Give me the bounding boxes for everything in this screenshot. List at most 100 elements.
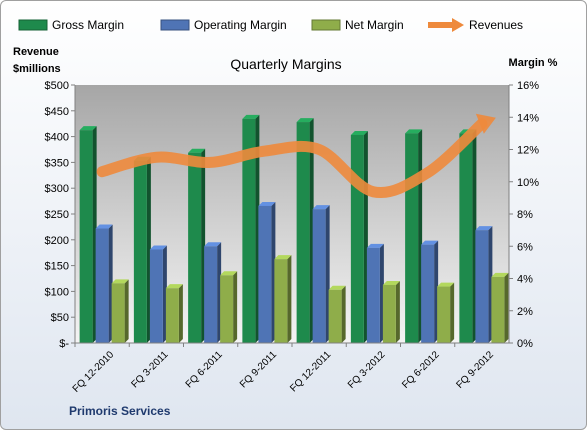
net-margin-bar: [382, 280, 400, 343]
x-axis-tick-label: FQ 3-2012: [346, 349, 388, 391]
gross-margin-bar: [459, 129, 477, 343]
net-margin-bar: [274, 255, 292, 343]
operating-margin-bar-top: [204, 242, 222, 247]
net-margin-bar-face: [328, 289, 342, 343]
right-axis-tick-label: 8%: [517, 209, 533, 221]
x-axis-tick-label: FQ 9-2012: [454, 349, 496, 391]
net-margin-bar: [491, 272, 509, 343]
operating-margin-bar-face: [95, 228, 109, 343]
x-axis-tick-label: FQ 6-2011: [184, 349, 225, 390]
gross-margin-bar: [188, 148, 206, 343]
operating-margin-bar: [258, 201, 276, 343]
legend-item-gross-margin: Gross Margin: [18, 18, 124, 32]
net-margin-bar-side: [341, 285, 346, 343]
net-margin-bar-side: [233, 271, 238, 343]
right-axis-tick-label: 10%: [517, 177, 539, 189]
operating-margin-bar-face: [258, 205, 272, 343]
operating-margin-bar-face: [475, 230, 489, 343]
right-axis-tick-label: 12%: [517, 145, 539, 157]
bars-layer: [79, 114, 509, 344]
operating-margin-bar-face: [421, 244, 435, 343]
right-axis-tick-label: 14%: [517, 112, 539, 124]
operating-margin-bar-face: [366, 247, 380, 343]
gross-margin-bar-top: [296, 118, 314, 123]
net-margin-bar: [165, 284, 183, 343]
chart-title: Quarterly Margins: [230, 56, 341, 72]
right-axis-tick-label: 16%: [517, 80, 539, 92]
right-axis-tick-label: 2%: [517, 306, 533, 318]
net-margin-bar-side: [450, 282, 455, 343]
net-margin-bar-top: [111, 279, 129, 284]
gross-margin-bar: [405, 129, 423, 343]
revenue-line-layer: [96, 113, 496, 199]
right-axis-tick-label: 6%: [517, 241, 533, 253]
gross-margin-bar-face: [405, 133, 419, 343]
operating-margin-bar: [204, 242, 222, 343]
left-axis-tick-label: $450: [45, 106, 69, 118]
net-margin-bar: [111, 279, 129, 343]
net-margin-bar: [220, 271, 238, 343]
left-axis-tick-label: $200: [45, 235, 69, 247]
revenues-line: [96, 118, 488, 199]
operating-margin-bar-face: [312, 209, 326, 343]
left-axis-tick-label: $500: [45, 80, 69, 92]
gross-margin-bar-face: [350, 134, 364, 343]
legend-swatch-net-margin: [311, 19, 341, 31]
legend-label-operating-margin: Operating Margin: [194, 18, 287, 32]
gross-margin-bar: [79, 126, 97, 344]
operating-margin-bar: [366, 243, 384, 343]
legend-label-gross-margin: Gross Margin: [52, 18, 124, 32]
legend-label-revenues: Revenues: [469, 18, 523, 32]
gross-margin-bar: [350, 130, 368, 343]
net-margin-bar-face: [437, 286, 451, 343]
x-axis-tick-label: FQ 3-2011: [129, 349, 170, 390]
operating-margin-bar: [95, 224, 113, 343]
net-margin-bar-face: [220, 275, 234, 343]
left-axis-tick-label: $300: [45, 183, 69, 195]
right-axis-tick-label: 4%: [517, 274, 533, 286]
net-margin-bar: [328, 285, 346, 343]
gross-margin-bar-top: [188, 148, 206, 153]
operating-margin-bar: [149, 245, 167, 343]
gross-margin-bar-face: [296, 122, 310, 344]
operating-margin-bar-face: [149, 249, 163, 343]
x-axis-tick-label: FQ 6-2012: [400, 349, 442, 391]
net-margin-bar-side: [124, 279, 129, 343]
net-margin-bar-face: [165, 288, 179, 343]
operating-margin-bar-top: [149, 245, 167, 250]
net-margin-bar-side: [287, 255, 292, 343]
net-margin-bar-side: [178, 284, 183, 343]
left-axis-tick-label: $250: [45, 209, 69, 221]
gross-margin-bar: [133, 156, 151, 343]
net-margin-bar-top: [491, 272, 509, 277]
operating-margin-bar-top: [312, 205, 330, 210]
net-margin-bar-top: [220, 271, 238, 276]
net-margin-bar-top: [274, 255, 292, 260]
operating-margin-bar: [312, 205, 330, 343]
legend-item-operating-margin: Operating Margin: [160, 18, 287, 32]
left-axis-tick-label: $100: [45, 286, 69, 298]
legend-arrow-revenues: [452, 18, 464, 32]
gross-margin-bar-top: [350, 130, 368, 135]
gross-margin-bar-face: [188, 152, 202, 343]
revenues-arrowhead: [475, 113, 496, 134]
net-margin-bar-top: [437, 282, 455, 287]
operating-margin-bar-top: [366, 243, 384, 248]
operating-margin-bar-face: [204, 246, 218, 343]
left-axis-tick-label: $-: [59, 338, 69, 350]
gross-margin-bar-top: [405, 129, 423, 134]
operating-margin-bar: [475, 226, 493, 343]
legend: Gross Margin Operating Margin Net Margin Re…: [18, 18, 523, 32]
operating-margin-bar-top: [475, 226, 493, 231]
operating-margin-bar-top: [258, 201, 276, 206]
legend-item-revenues: Revenues: [428, 18, 523, 32]
legend-item-net-margin: Net Margin: [311, 18, 404, 32]
operating-margin-bar: [421, 240, 439, 343]
left-axis-tick-label: $50: [51, 312, 69, 324]
net-margin-bar: [437, 282, 455, 343]
legend-swatch-gross-margin: [18, 19, 48, 31]
net-margin-bar-face: [111, 283, 125, 343]
gross-margin-bar-face: [79, 130, 93, 343]
